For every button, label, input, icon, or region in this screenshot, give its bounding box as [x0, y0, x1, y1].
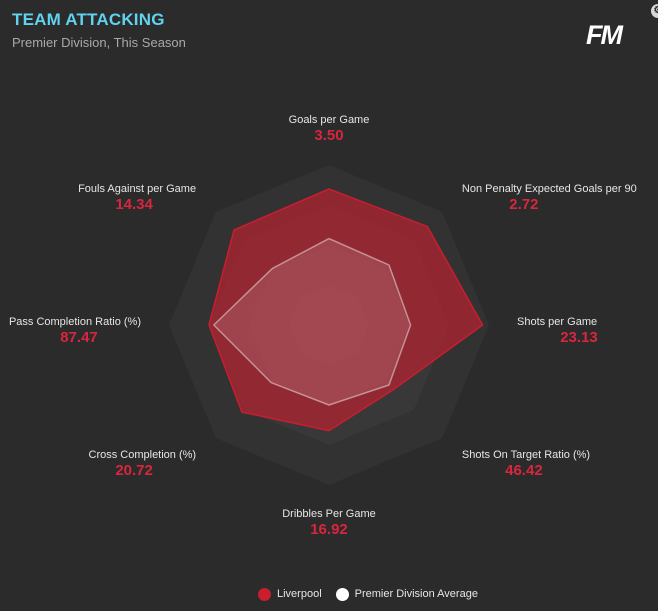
radar-axis-label: Pass Completion Ratio (%)	[9, 316, 141, 328]
legend-item-team[interactable]: Liverpool	[258, 587, 322, 601]
radar-axis-label: Fouls Against per Game	[78, 183, 196, 195]
page-subtitle: Premier Division, This Season	[12, 35, 186, 50]
radar-value-label: 3.50	[314, 127, 343, 144]
legend-label-team: Liverpool	[277, 588, 322, 600]
radar-axis-label: Cross Completion (%)	[89, 449, 197, 461]
radar-value-label: 46.42	[505, 462, 543, 479]
fm-logo: FM	[586, 20, 623, 50]
radar-value-label: 14.34	[115, 196, 153, 213]
page-title: TEAM ATTACKING	[12, 10, 165, 29]
radar-axis-label: Goals per Game	[289, 114, 370, 126]
legend-swatch-average	[335, 587, 349, 601]
legend-swatch-team	[258, 587, 271, 601]
radar-series-liverpool[interactable]	[208, 188, 484, 432]
radar-axis-label: Dribbles Per Game	[282, 508, 376, 520]
legend-item-average[interactable]: Premier Division Average	[335, 587, 478, 601]
radar-value-label: 87.47	[60, 329, 98, 346]
radar-axis-label: Shots On Target Ratio (%)	[462, 449, 590, 461]
radar-series-average[interactable]	[213, 237, 412, 406]
legend-label-average: Premier Division Average	[354, 588, 478, 600]
radar-value-label: 23.13	[560, 329, 598, 346]
radar-value-label: 2.72	[509, 196, 538, 213]
settings-icon[interactable]: ⚙	[651, 4, 658, 18]
radar-value-label: 16.92	[310, 521, 348, 538]
chart-legend: Liverpool Premier Division Average	[258, 585, 478, 603]
radar-axis-label: Non Penalty Expected Goals per 90	[462, 183, 637, 195]
radar-axis-label: Shots per Game	[517, 316, 597, 328]
radar-value-label: 20.72	[115, 462, 153, 479]
